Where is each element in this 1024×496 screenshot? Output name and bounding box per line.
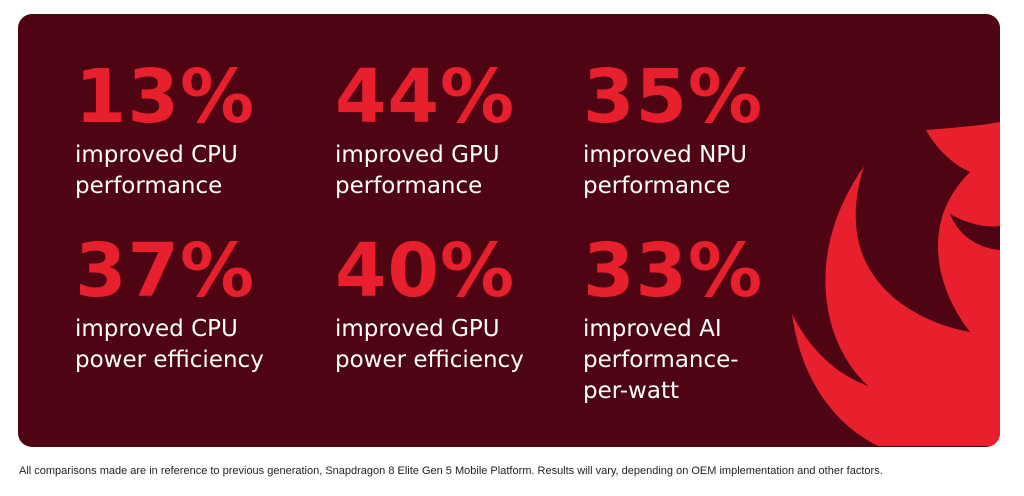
stat-description: improved CPU performance: [75, 140, 255, 202]
stat-gpu-power-efficiency: 40% improved GPU power efficiency: [335, 234, 524, 376]
stat-desc-line: improved AI: [583, 316, 722, 342]
stat-desc-line: improved GPU: [335, 316, 500, 342]
stat-desc-line: performance: [583, 173, 731, 199]
stat-desc-line: improved CPU: [75, 316, 238, 342]
stat-desc-line: performance: [335, 173, 483, 199]
stat-gpu-performance: 44% improved GPU performance: [335, 60, 515, 202]
stat-percent: 44%: [335, 54, 516, 140]
stat-desc-line: improved CPU: [75, 142, 238, 168]
stat-percent: 40%: [335, 228, 516, 314]
footnote: All comparisons made are in reference to…: [19, 465, 883, 477]
snapdragon-flame-logo-icon: [792, 122, 1000, 446]
stat-desc-line: improved GPU: [335, 142, 500, 168]
stat-desc-line: performance: [75, 173, 223, 199]
stat-ai-performance-per-watt: 33% improved AI performance- per-watt: [583, 234, 763, 407]
stats-card: 13% improved CPU performance 44% improve…: [18, 14, 1000, 447]
stat-cpu-performance: 13% improved CPU performance: [75, 60, 255, 202]
stat-percent: 37%: [75, 228, 256, 314]
stat-cpu-power-efficiency: 37% improved CPU power efficiency: [75, 234, 264, 376]
stat-desc-line: power efficiency: [335, 347, 524, 373]
stat-description: improved GPU power efficiency: [335, 314, 524, 376]
stat-description: improved AI performance- per-watt: [583, 314, 763, 407]
stat-desc-line: power efficiency: [75, 347, 264, 373]
stat-percent: 13%: [75, 54, 256, 140]
stat-percent: 35%: [583, 54, 764, 140]
stat-percent: 33%: [583, 228, 764, 314]
stat-npu-performance: 35% improved NPU performance: [583, 60, 763, 202]
stat-desc-line: performance-: [583, 347, 739, 373]
stat-description: improved GPU performance: [335, 140, 515, 202]
stat-description: improved NPU performance: [583, 140, 763, 202]
stat-desc-line: improved NPU: [583, 142, 747, 168]
stat-description: improved CPU power efficiency: [75, 314, 264, 376]
stat-desc-line: per-watt: [583, 378, 679, 404]
